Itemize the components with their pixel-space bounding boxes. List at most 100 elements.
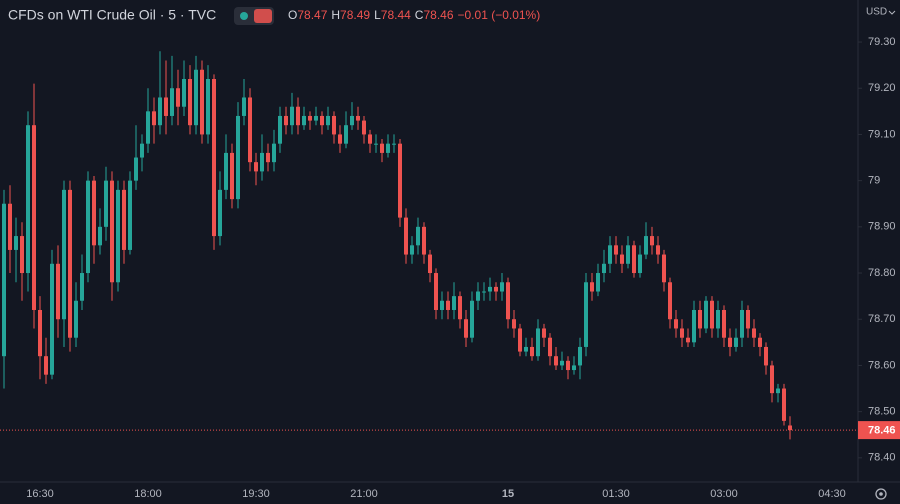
candle-body <box>110 180 114 283</box>
candle-body <box>704 300 708 329</box>
candle-body <box>422 226 426 255</box>
candle-body <box>56 263 60 320</box>
x-tick-label: 21:00 <box>350 488 378 500</box>
candle-body <box>788 425 792 431</box>
candle-body <box>140 143 144 158</box>
candle-body <box>608 245 612 264</box>
candle-body <box>620 254 624 264</box>
candle-body <box>278 115 282 144</box>
candle-body <box>554 356 558 366</box>
candle-body <box>584 282 588 347</box>
candle-body <box>416 226 420 246</box>
candle-body <box>260 152 264 172</box>
legend-value: 78.44 <box>381 8 411 22</box>
candle-body <box>188 78 192 126</box>
legend-label: O <box>288 8 297 22</box>
candle-body <box>668 282 672 320</box>
toggle-dot <box>240 12 248 20</box>
candle-body <box>80 273 84 301</box>
candle-body <box>572 365 576 371</box>
candle-body <box>194 69 198 126</box>
x-tick-label: 16:30 <box>26 488 54 500</box>
candle-body <box>128 180 132 250</box>
candle-body <box>182 78 186 107</box>
y-tick-label: 78.80 <box>868 267 896 279</box>
candle-body <box>308 115 312 121</box>
currency-arrow <box>888 10 896 15</box>
axes: 79.30 79.20 79.10 79 78.90 78.80 78.70 78.60 78.… <box>26 36 900 500</box>
candle-body <box>710 300 714 329</box>
y-tick-label: 78.40 <box>868 452 896 464</box>
candle-body <box>44 356 48 375</box>
gear-hub <box>879 492 883 496</box>
candle-body <box>476 291 480 301</box>
candle-body <box>122 189 126 250</box>
candle-body <box>224 152 228 190</box>
candle-body <box>716 309 720 329</box>
y-tick-label: 79 <box>868 175 880 187</box>
candle-body <box>446 300 450 310</box>
candle-body <box>590 282 594 292</box>
plot <box>0 51 858 440</box>
settings-icon[interactable] <box>875 488 887 500</box>
candle-body <box>332 115 336 135</box>
candle-body <box>20 236 24 274</box>
candle-body <box>146 111 150 144</box>
candle-body <box>290 106 294 126</box>
x-tick-label: 19:30 <box>242 488 270 500</box>
visibility-toggle[interactable] <box>234 7 274 25</box>
y-tick-label: 78.90 <box>868 221 896 233</box>
candle-body <box>470 300 474 338</box>
y-tick-label: 79.20 <box>868 82 896 94</box>
candle-body <box>374 143 378 145</box>
candle-body <box>632 245 636 274</box>
legend-change: −0.01 (−0.01%) <box>458 8 541 22</box>
candle-body <box>38 309 42 357</box>
y-tick-label: 78.60 <box>868 359 896 371</box>
candle-body <box>338 134 342 144</box>
candle-body <box>152 111 156 126</box>
candle-body <box>764 346 768 366</box>
legend-label: C <box>415 8 424 22</box>
candle-body <box>674 319 678 329</box>
candle-body <box>242 97 246 116</box>
candle-body <box>488 286 492 292</box>
legend-value: 78.46 <box>423 8 453 22</box>
candle-body <box>236 115 240 200</box>
candle-body <box>200 69 204 135</box>
candle-body <box>314 115 318 121</box>
candle-body <box>644 236 648 255</box>
x-tick-label: 03:00 <box>710 488 738 500</box>
candle-body <box>158 97 162 126</box>
candle-body <box>782 388 786 421</box>
candle-body <box>566 360 570 371</box>
candle-body <box>362 120 366 135</box>
candle-body <box>32 125 36 310</box>
candle-body <box>68 189 72 338</box>
candle-body <box>104 180 108 227</box>
y-tick-label: 79.10 <box>868 128 896 140</box>
candle-body <box>368 134 372 144</box>
candle-body <box>164 97 168 116</box>
candle-body <box>656 245 660 255</box>
currency[interactable]: USD <box>866 7 887 18</box>
toggle-flag <box>254 9 272 23</box>
candle-body <box>386 143 390 153</box>
candle-body <box>26 125 30 274</box>
candle-body <box>530 346 534 357</box>
candle-body <box>206 78 210 135</box>
candle-body <box>518 328 522 352</box>
candle-body <box>494 286 498 292</box>
legend-label: H <box>331 8 340 22</box>
candle-body <box>512 319 516 329</box>
candle-body <box>722 309 726 338</box>
candle-body <box>170 88 174 116</box>
candle-body <box>134 157 138 181</box>
candle-body <box>770 365 774 394</box>
candle-body <box>404 217 408 255</box>
candle-body <box>8 203 12 250</box>
candle-body <box>62 189 66 320</box>
candle-body <box>326 115 330 126</box>
